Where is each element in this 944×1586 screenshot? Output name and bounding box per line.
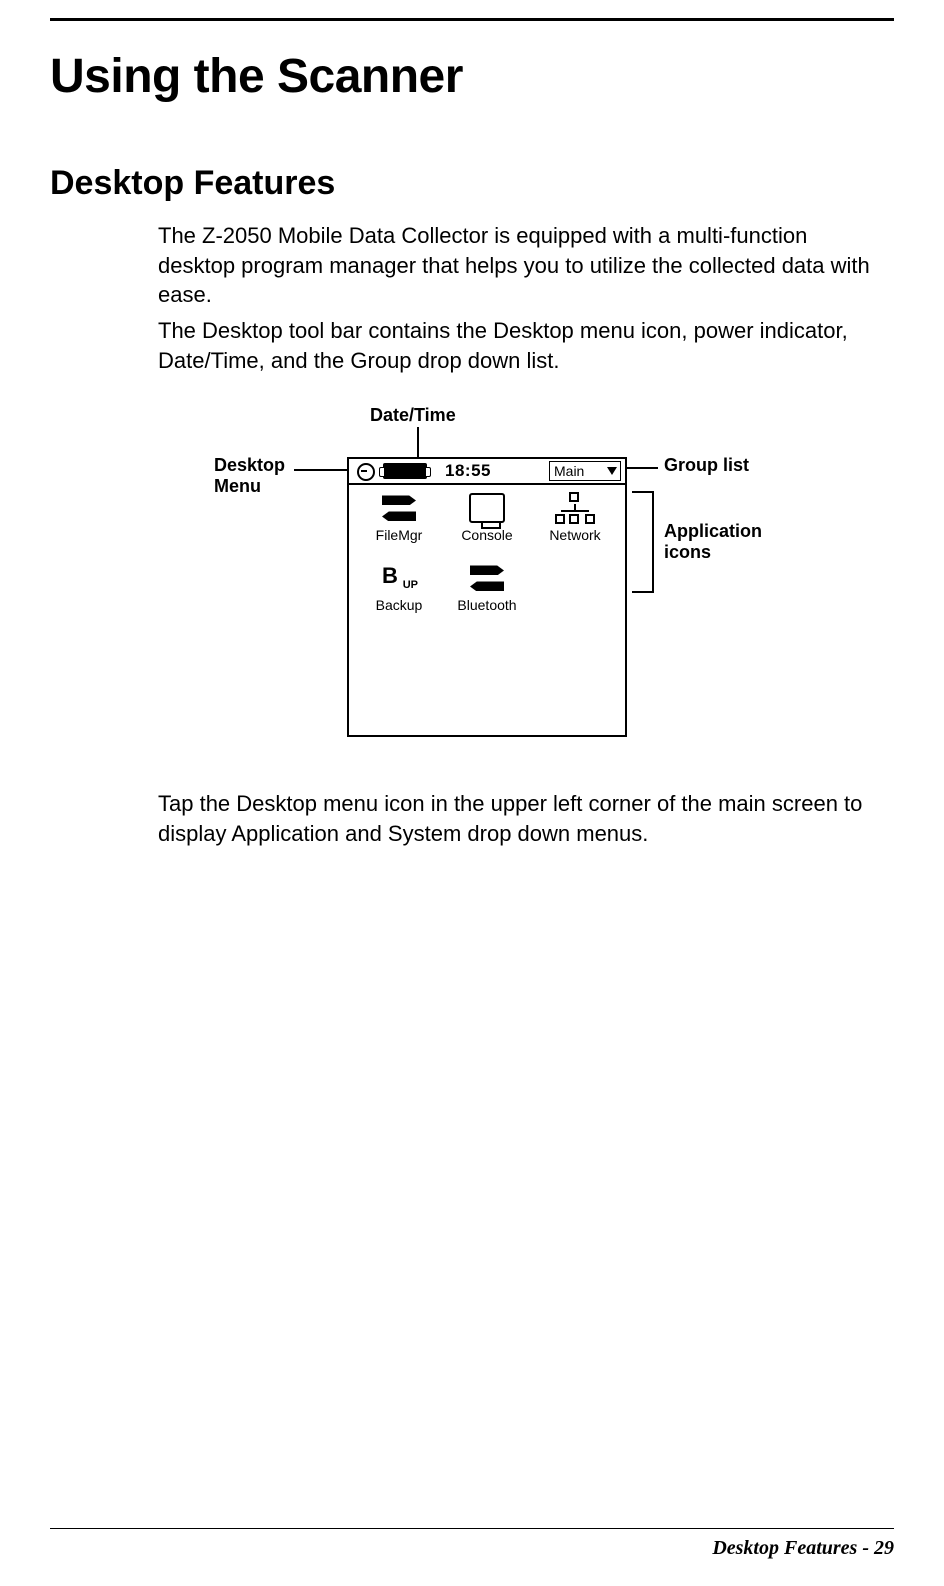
- app-network-label: Network: [549, 527, 600, 543]
- body-paragraph-3: Tap the Desktop menu icon in the upper l…: [50, 789, 894, 848]
- bluetooth-icon: [470, 563, 504, 593]
- console-icon: [469, 493, 505, 523]
- connector-desktop-menu: [294, 469, 352, 471]
- group-dropdown-label: Main: [554, 463, 584, 479]
- clock-time: 18:55: [445, 461, 491, 481]
- app-backup-label: Backup: [376, 597, 423, 613]
- backup-icon: [382, 563, 416, 593]
- desktop-diagram: Date/Time Desktop Menu Group list Applic…: [122, 405, 822, 765]
- app-bluetooth-label: Bluetooth: [457, 597, 516, 613]
- body-paragraph-2: The Desktop tool bar contains the Deskto…: [50, 316, 894, 375]
- callout-datetime: Date/Time: [370, 405, 456, 426]
- app-console-label: Console: [461, 527, 512, 543]
- app-network[interactable]: Network: [533, 491, 617, 557]
- battery-icon: [383, 463, 427, 479]
- app-bluetooth[interactable]: Bluetooth: [445, 561, 529, 627]
- device-screen: 18:55 Main FileMgr Console: [347, 457, 627, 737]
- section-title-h2: Desktop Features: [50, 164, 894, 203]
- connector-apps-top: [632, 491, 654, 493]
- page-title-h1: Using the Scanner: [50, 49, 894, 104]
- group-dropdown[interactable]: Main: [549, 461, 621, 481]
- filemgr-icon: [382, 493, 416, 523]
- top-rule: [50, 18, 894, 21]
- desktop-menu-icon[interactable]: [353, 461, 377, 481]
- app-icon-grid: FileMgr Console Network Backup: [349, 485, 625, 627]
- app-filemgr-label: FileMgr: [376, 527, 423, 543]
- page-footer: Desktop Features - 29: [50, 1528, 894, 1560]
- body-paragraph-1: The Z-2050 Mobile Data Collector is equi…: [50, 221, 894, 310]
- app-backup[interactable]: Backup: [357, 561, 441, 627]
- connector-apps-vert: [652, 491, 654, 593]
- callout-desktop-menu: Desktop Menu: [214, 455, 285, 496]
- callout-app-icons: Application icons: [664, 521, 762, 562]
- app-console[interactable]: Console: [445, 491, 529, 557]
- network-icon: [555, 492, 595, 524]
- connector-apps-bottom: [632, 591, 654, 593]
- app-filemgr[interactable]: FileMgr: [357, 491, 441, 557]
- callout-group-list: Group list: [664, 455, 749, 476]
- device-toolbar: 18:55 Main: [349, 459, 625, 485]
